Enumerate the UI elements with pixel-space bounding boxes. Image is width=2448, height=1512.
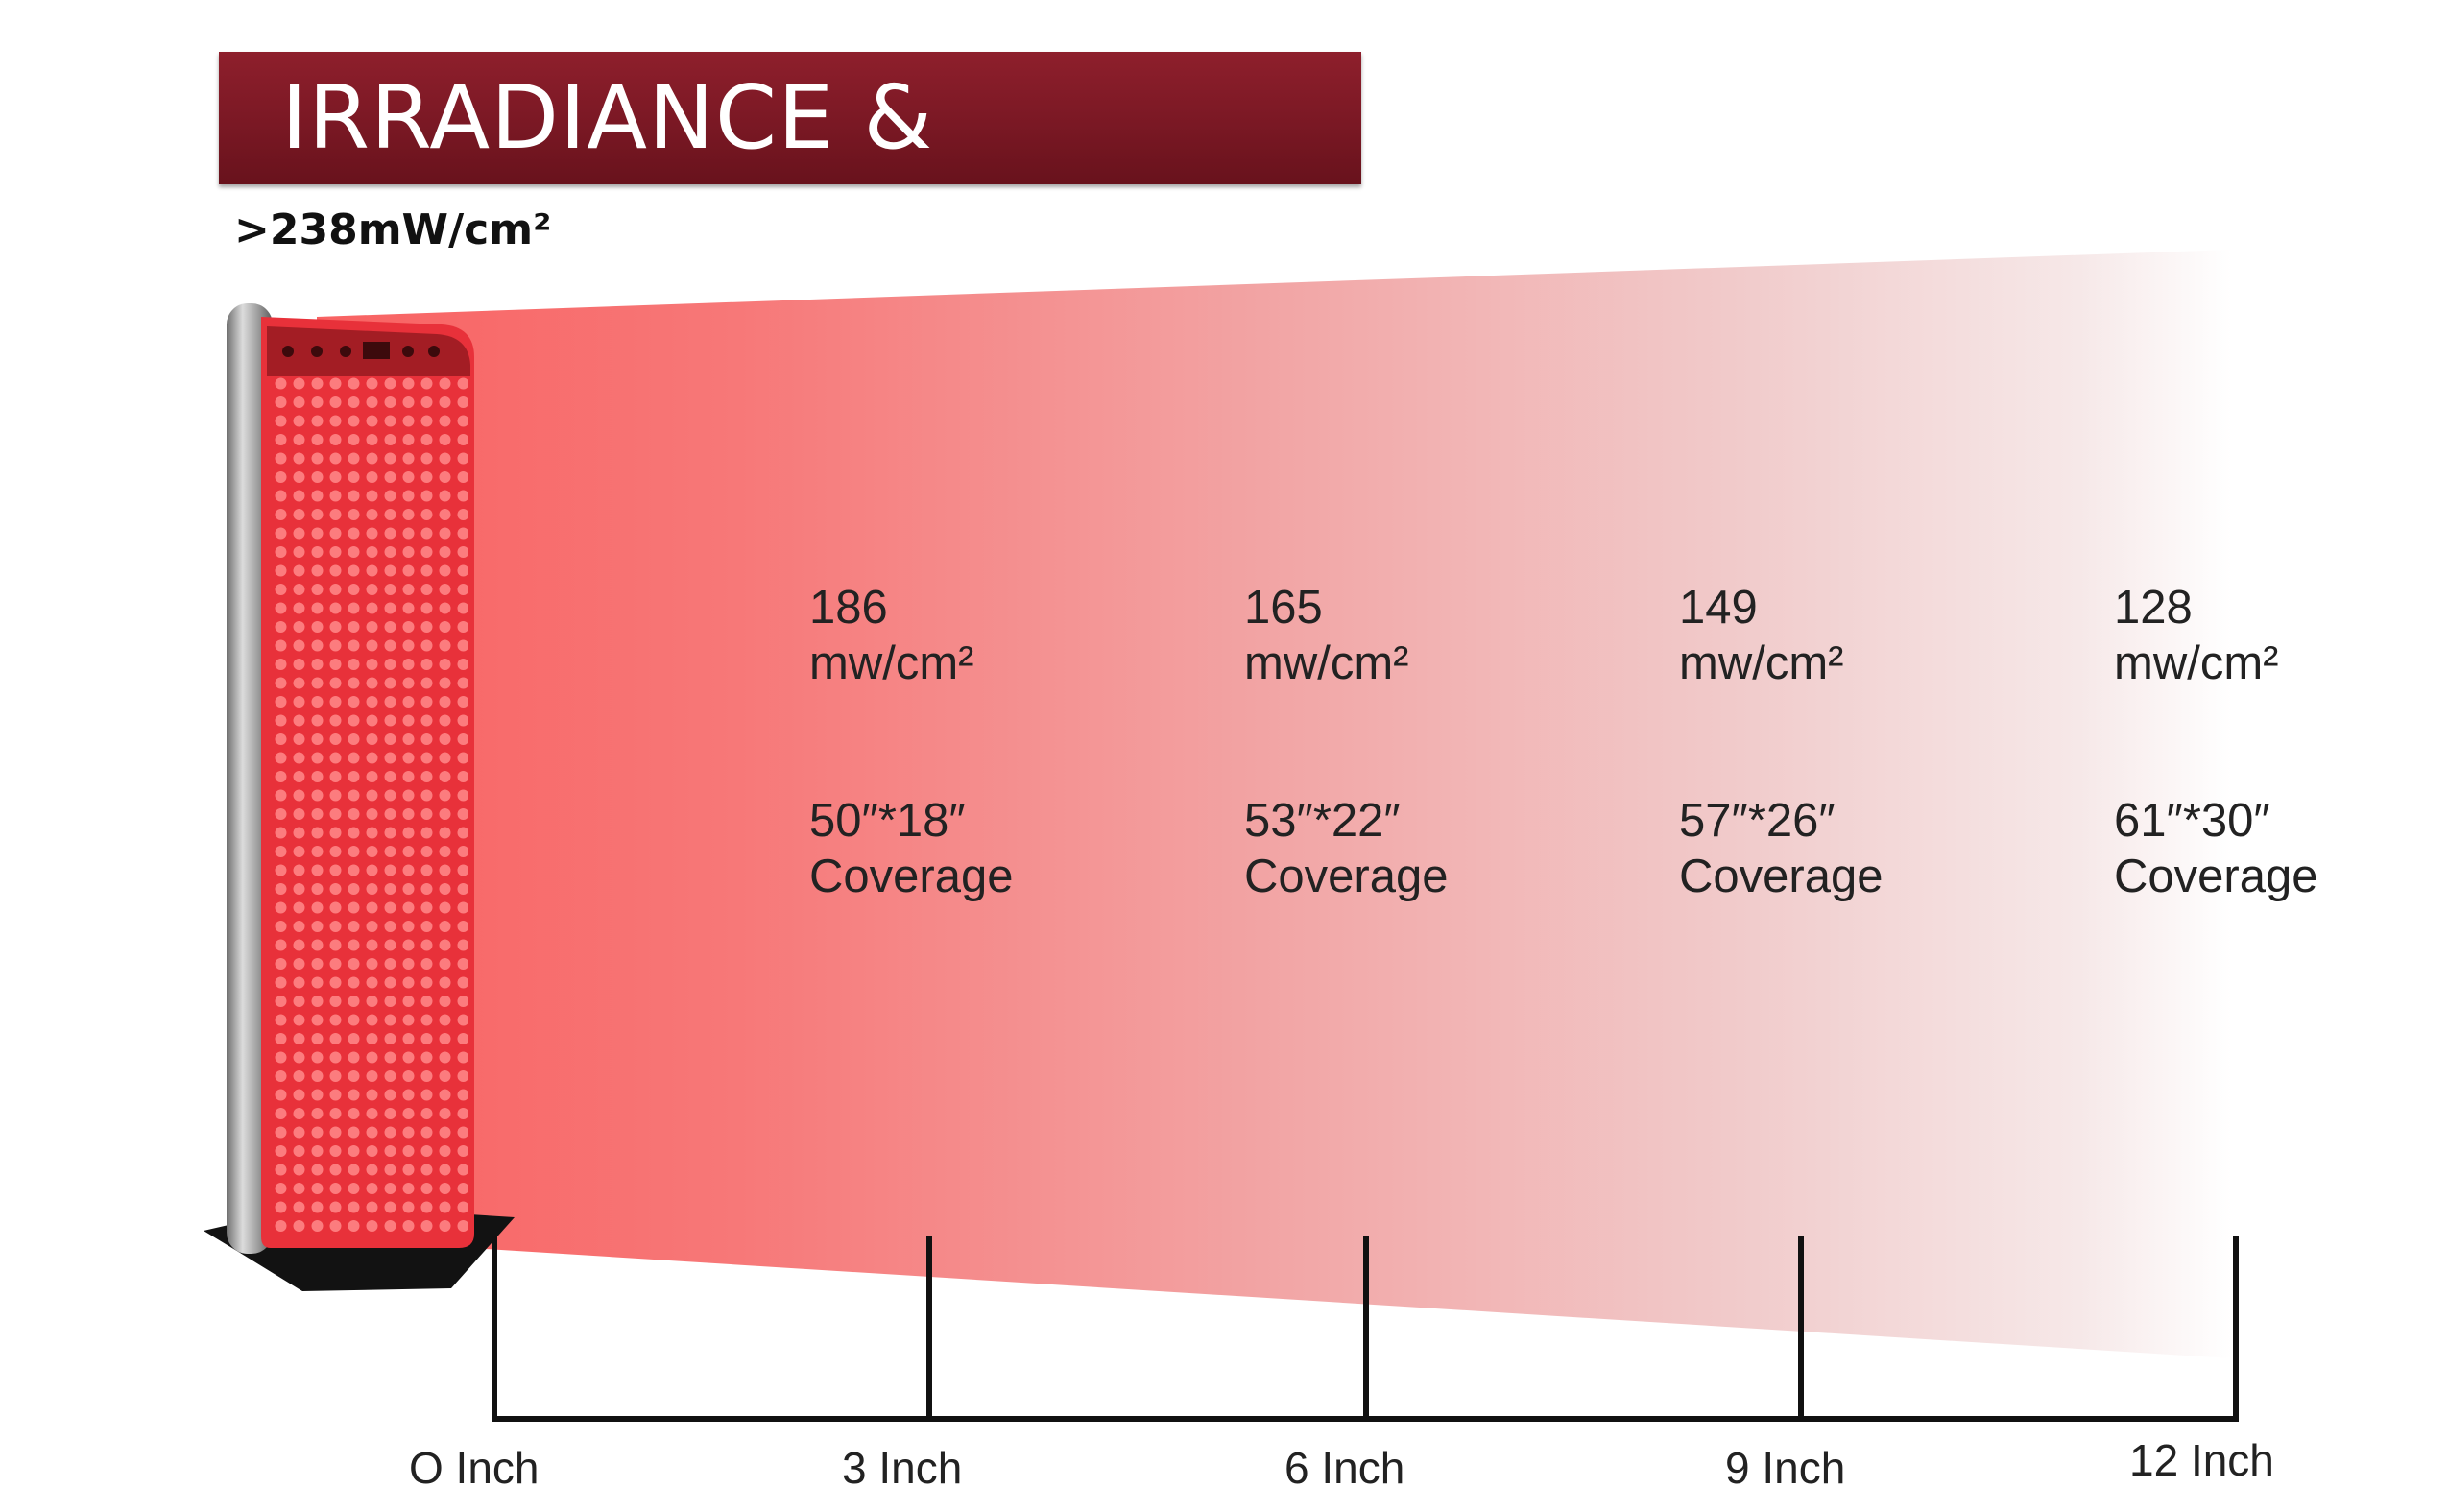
coverage-label: Coverage bbox=[809, 851, 1014, 902]
distance-label-9: 9 Inch bbox=[1725, 1443, 1846, 1493]
distance-label-3: 3 Inch bbox=[842, 1443, 963, 1493]
distance-axis bbox=[492, 1236, 2239, 1422]
light-beam bbox=[317, 250, 2232, 1358]
irradiance-value: 149 bbox=[1679, 582, 1758, 634]
reading-3-inch: 186 mw/cm² 50″*18″ Coverage bbox=[809, 580, 1013, 904]
irradiance-unit: mw/cm² bbox=[2114, 637, 2279, 689]
coverage-size: 53″*22″ bbox=[1244, 795, 1401, 847]
plus-icon bbox=[428, 346, 440, 357]
coverage-label: Coverage bbox=[1679, 851, 1884, 902]
coverage-size: 57″*26″ bbox=[1679, 795, 1836, 847]
led-array bbox=[272, 374, 468, 1234]
coverage-label: Coverage bbox=[1244, 851, 1449, 902]
power-icon bbox=[282, 346, 294, 357]
reading-12-inch: 128 mw/cm² 61″*30″ Coverage bbox=[2114, 580, 2317, 904]
irradiance-unit: mw/cm² bbox=[1679, 637, 1844, 689]
mode-icon bbox=[311, 346, 323, 357]
title-banner: IRRADIANCE & COVERAGE bbox=[219, 52, 1361, 282]
reading-6-inch: 165 mw/cm² 53″*22″ Coverage bbox=[1244, 580, 1448, 904]
irradiance-value: 165 bbox=[1244, 582, 1323, 634]
timer-icon bbox=[340, 346, 351, 357]
display-screen bbox=[363, 342, 390, 359]
irradiance-value: 128 bbox=[2114, 582, 2193, 634]
coverage-label: Coverage bbox=[2114, 851, 2318, 902]
irradiance-unit: mw/cm² bbox=[809, 637, 974, 689]
irradiance-value: 186 bbox=[809, 582, 888, 634]
minus-icon bbox=[402, 346, 414, 357]
coverage-size: 61″*30″ bbox=[2114, 795, 2270, 847]
reading-9-inch: 149 mw/cm² 57″*26″ Coverage bbox=[1679, 580, 1883, 904]
distance-label-12: 12 Inch bbox=[2129, 1435, 2274, 1485]
coverage-size: 50″*18″ bbox=[809, 795, 966, 847]
page-title: IRRADIANCE & COVERAGE bbox=[281, 66, 934, 282]
peak-irradiance-label: >238mW/cm² bbox=[234, 205, 552, 254]
distance-label-0: O Inch bbox=[409, 1443, 540, 1493]
irradiance-unit: mw/cm² bbox=[1244, 637, 1409, 689]
distance-label-6: 6 Inch bbox=[1284, 1443, 1405, 1493]
